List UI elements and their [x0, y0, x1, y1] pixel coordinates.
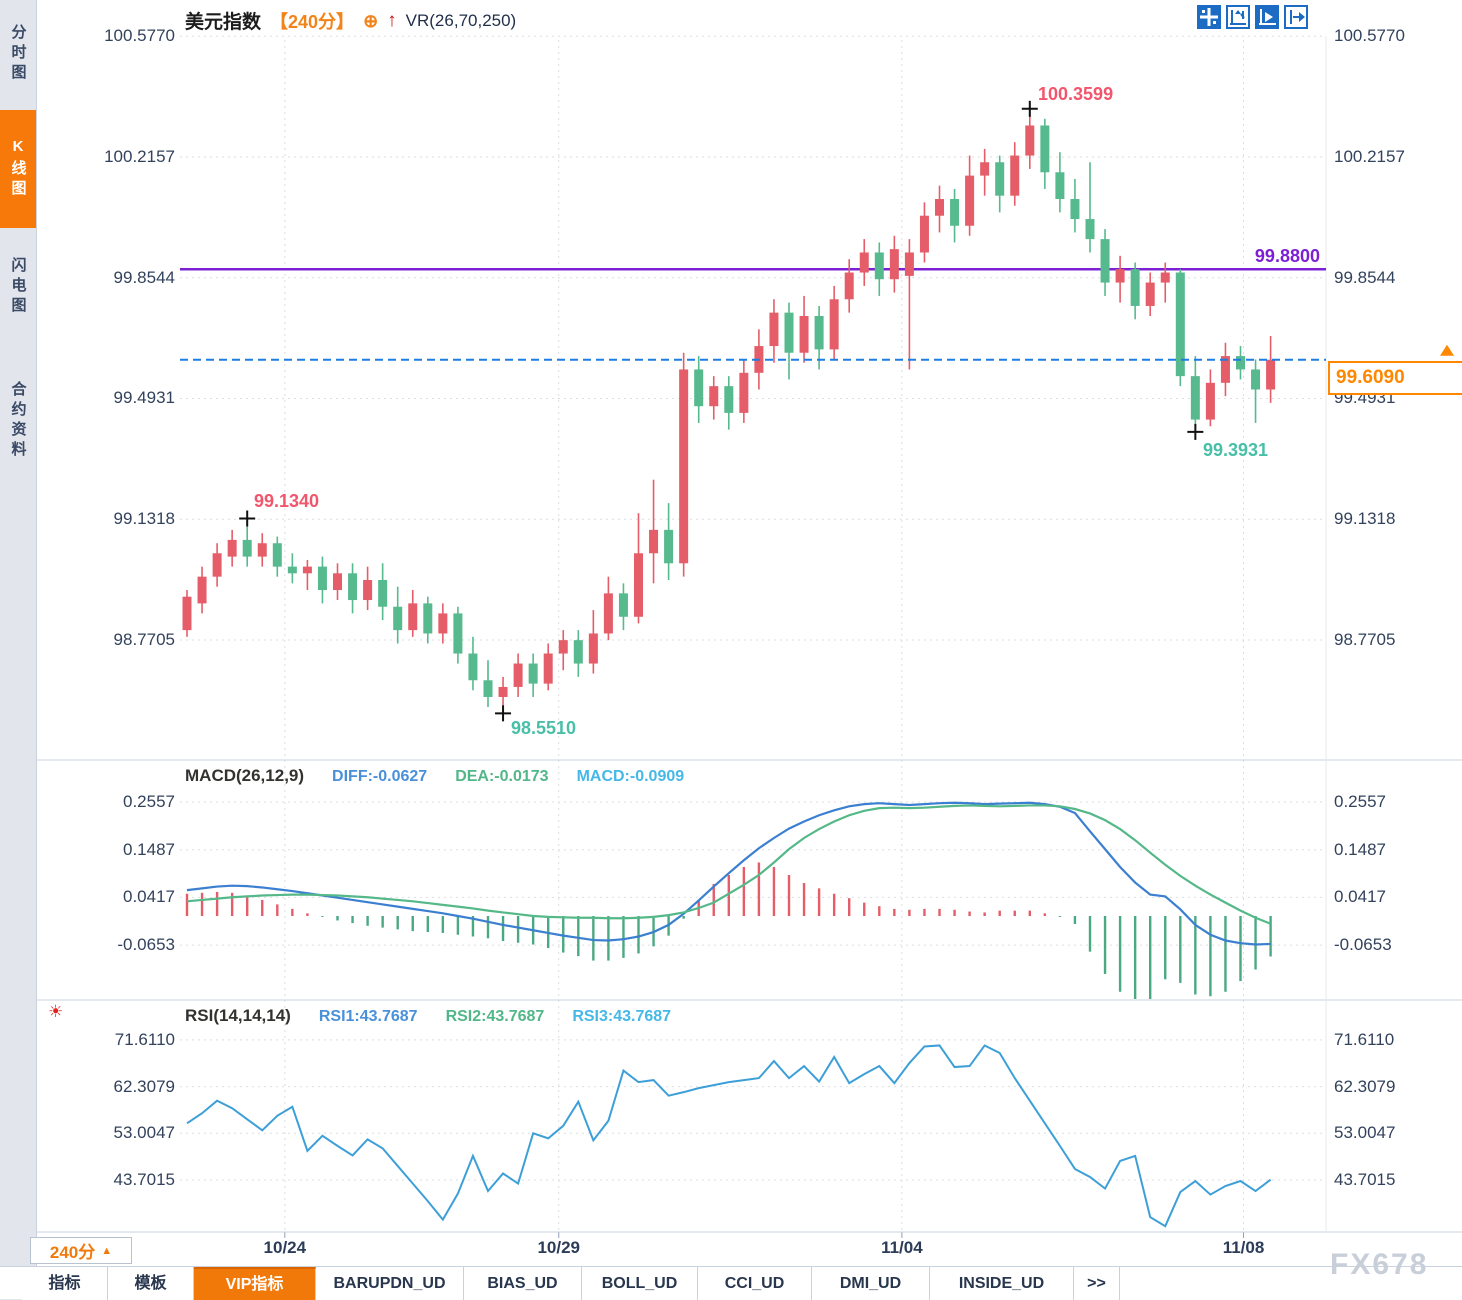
- macd-diff-value: DIFF:-0.0627: [332, 768, 428, 785]
- macd-axis-label: 0.1487: [1334, 839, 1386, 859]
- price-axis-label: 99.1318: [1334, 509, 1396, 529]
- macd-axis-label: 0.0417: [1334, 887, 1386, 907]
- tab-vip[interactable]: VIP指标: [194, 1267, 316, 1300]
- chart-toolbar: [1197, 5, 1308, 29]
- axis-range-tool-icon[interactable]: [1226, 5, 1250, 29]
- price-axis-label: 99.4931: [113, 388, 175, 408]
- sidebar-item-label: 分时图: [9, 24, 27, 84]
- date-axis-label: 11/08: [1222, 1238, 1265, 1257]
- horizontal-line-price-label: 99.8800: [1254, 246, 1320, 266]
- tab-[interactable]: 指标: [22, 1267, 108, 1300]
- rsi3-value: RSI3:43.7687: [572, 1008, 672, 1025]
- price-axis-label: 100.2157: [104, 147, 175, 166]
- symbol-title: 美元指数: [185, 12, 262, 33]
- tab-[interactable]: >>: [1074, 1267, 1120, 1300]
- price-axis-label: 98.7705: [1334, 629, 1396, 649]
- date-axis-label: 10/24: [263, 1238, 307, 1257]
- price-axis-label: 99.8544: [1334, 267, 1396, 287]
- rsi-axis-label: 62.3079: [1334, 1076, 1396, 1096]
- hot-indicator-icon: ☀: [48, 1002, 64, 1021]
- period-selector-label: 240分: [49, 1243, 96, 1262]
- price-axis-label: 99.8544: [113, 267, 175, 287]
- macd-axis-label: 0.1487: [123, 839, 175, 859]
- tab-barupdn_ud[interactable]: BARUPDN_UD: [316, 1267, 464, 1300]
- annotation-swing-high: 100.3599: [1038, 84, 1114, 104]
- annotation-swing-low: 98.5510: [511, 718, 577, 738]
- date-axis-label: 11/04: [881, 1238, 923, 1257]
- macd-axis-label: 0.2557: [1334, 792, 1386, 811]
- price-axis-label: 99.1318: [113, 509, 175, 529]
- crosshair-tool-icon[interactable]: [1197, 5, 1221, 29]
- indicator-tab-bar: 指标 模板 VIP指标 BARUPDN_UD BIAS_UD BOLL_UD CCI_UD D…: [0, 1266, 1462, 1300]
- sidebar-item-flash-chart[interactable]: 闪电图: [0, 232, 36, 342]
- macd-header: MACD(26,12,9) DIFF:-0.0627 DEA:-0.0173 M…: [185, 766, 684, 786]
- rsi-axis-label: 62.3079: [113, 1076, 175, 1096]
- rsi-title[interactable]: RSI(14,14,14): [185, 1006, 291, 1025]
- macd-title[interactable]: MACD(26,12,9): [185, 766, 305, 785]
- period-tag: 【240分】: [270, 11, 355, 32]
- date-axis-label: 10/29: [537, 1238, 580, 1257]
- sidebar-item-kline-chart[interactable]: K线图: [0, 110, 36, 228]
- tab-bias_ud[interactable]: BIAS_UD: [464, 1267, 582, 1300]
- sidebar-item-label: K线图: [9, 138, 27, 200]
- rsi-axis-label: 53.0047: [113, 1123, 175, 1143]
- macd-hist-value: MACD:-0.0909: [576, 768, 685, 785]
- tab-dmi_ud[interactable]: DMI_UD: [812, 1267, 930, 1300]
- macd-axis-label: -0.0653: [1334, 935, 1392, 955]
- rsi-header: RSI(14,14,14) RSI1:43.7687 RSI2:43.7687 …: [185, 1006, 671, 1026]
- sidebar-item-contract-info[interactable]: 合约资料: [0, 350, 36, 492]
- period-dropdown-arrow-icon: ▲: [101, 1244, 113, 1257]
- annotation-swing-high: 99.1340: [254, 491, 320, 511]
- rsi1-value: RSI1:43.7687: [318, 1008, 418, 1025]
- price-axis-label: 100.5770: [1334, 26, 1405, 46]
- trend-up-arrow-icon: ↑: [387, 9, 397, 31]
- macd-axis-label: -0.0653: [117, 935, 175, 955]
- current-price-badge: 99.6090: [1328, 361, 1462, 395]
- price-axis-label: 100.5770: [104, 26, 175, 46]
- playback-tool-icon[interactable]: [1255, 5, 1279, 29]
- rsi-axis-label: 71.6110: [1334, 1029, 1395, 1049]
- sidebar: 分时图 K线图 闪电图 合约资料: [0, 0, 37, 1300]
- chart-header: 美元指数 【240分】 ⊕ ↑ VR(26,70,250): [185, 7, 516, 34]
- shift-right-tool-icon[interactable]: [1284, 5, 1308, 29]
- sidebar-item-label: 闪电图: [9, 257, 27, 317]
- tab-cci_ud[interactable]: CCI_UD: [698, 1267, 812, 1300]
- sidebar-item-label: 合约资料: [9, 381, 27, 461]
- rsi-axis-label: 71.6110: [114, 1029, 175, 1049]
- macd-axis-label: 0.2557: [123, 792, 175, 811]
- period-selector[interactable]: 240分 ▲: [30, 1237, 132, 1264]
- tab-[interactable]: 模板: [108, 1267, 194, 1300]
- price-axis-label: 100.2157: [1334, 147, 1405, 166]
- annotation-swing-low: 99.3931: [1203, 440, 1269, 460]
- rsi-axis-label: 43.7015: [1334, 1170, 1396, 1189]
- rsi2-value: RSI2:43.7687: [445, 1008, 545, 1025]
- macd-axis-label: 0.0417: [123, 887, 175, 907]
- sidebar-item-time-chart[interactable]: 分时图: [0, 2, 36, 106]
- rsi-axis-label: 43.7015: [113, 1170, 175, 1189]
- overlay-indicator-label: VR(26,70,250): [405, 10, 517, 30]
- add-indicator-icon[interactable]: ⊕: [363, 10, 379, 31]
- tab-boll_ud[interactable]: BOLL_UD: [582, 1267, 698, 1300]
- macd-dea-value: DEA:-0.0173: [455, 768, 549, 785]
- rsi-axis-label: 53.0047: [1334, 1123, 1396, 1143]
- watermark: FX678: [1330, 1248, 1429, 1281]
- price-axis-label: 98.7705: [113, 629, 175, 649]
- tab-inside_ud[interactable]: INSIDE_UD: [930, 1267, 1074, 1300]
